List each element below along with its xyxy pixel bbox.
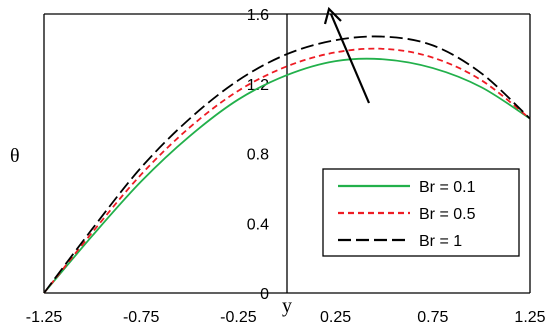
x-tick-labels: -1.25 -0.75 -0.25 0.25 0.75 1.25 bbox=[26, 309, 546, 326]
y-tick-label: 1.6 bbox=[247, 7, 269, 24]
series-line bbox=[43, 47, 531, 294]
x-axis-label: y bbox=[282, 295, 292, 317]
y-tick-labels: 0 0.4 0.8 1.2 1.6 bbox=[247, 7, 269, 303]
legend-box bbox=[322, 168, 520, 257]
arrow-head bbox=[323, 6, 342, 25]
x-tick-label: 0.25 bbox=[320, 309, 351, 326]
series-line bbox=[43, 57, 531, 294]
y-tick-label: 0.8 bbox=[247, 147, 269, 164]
legend-label: Br = 0.1 bbox=[419, 179, 476, 196]
x-tick-label: -0.25 bbox=[220, 309, 257, 326]
series-lines bbox=[43, 35, 531, 294]
legend-label: Br = 0.5 bbox=[419, 206, 476, 223]
y-tick-label: 1.2 bbox=[247, 77, 269, 94]
plot-frame bbox=[43, 13, 531, 294]
legend: Br = 0.1 Br = 0.5 Br = 1 bbox=[322, 168, 520, 257]
y-tick-label: 0 bbox=[260, 286, 269, 303]
y-axis-label: θ bbox=[10, 145, 20, 167]
x-tick-label: -0.75 bbox=[123, 309, 160, 326]
legend-label: Br = 1 bbox=[419, 233, 462, 250]
y-tick-label: 0.4 bbox=[247, 216, 269, 233]
x-tick-label: 1.25 bbox=[514, 309, 545, 326]
x-tick-label: 0.75 bbox=[417, 309, 448, 326]
annotation-arrow bbox=[323, 6, 371, 104]
series-line bbox=[43, 35, 531, 294]
arrow-shaft bbox=[329, 13, 371, 104]
x-tick-label: -1.25 bbox=[26, 309, 63, 326]
